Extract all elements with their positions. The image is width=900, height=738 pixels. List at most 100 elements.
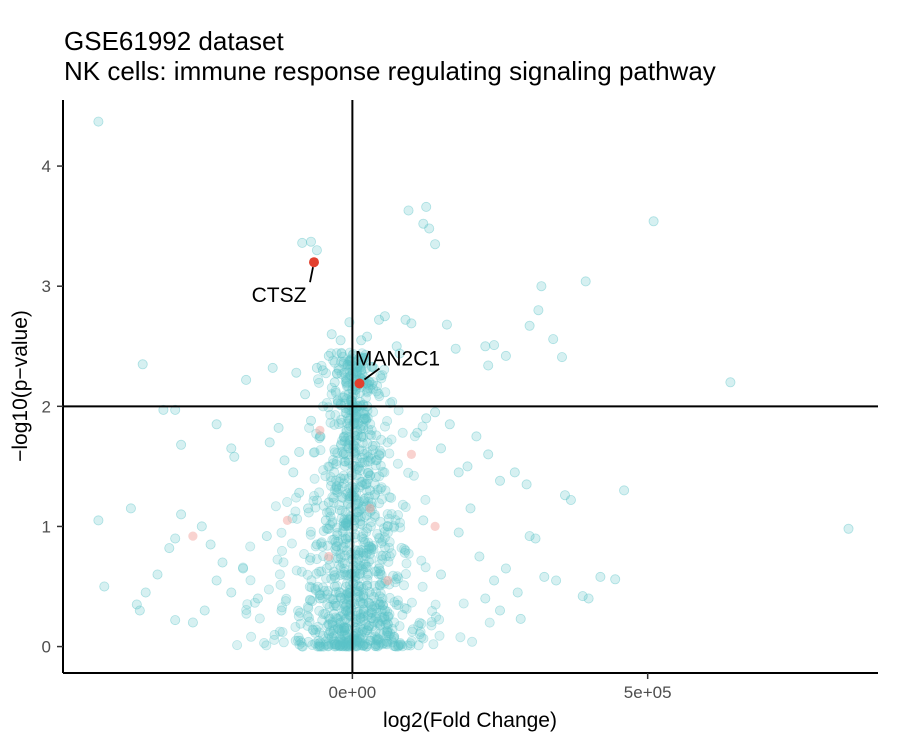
cloud-point <box>370 440 381 451</box>
cloud-point <box>371 611 382 622</box>
cloud-point <box>323 628 334 639</box>
cloud-point <box>359 478 370 489</box>
cloud-point <box>406 636 417 647</box>
cloud-point <box>340 517 351 528</box>
cloud-point <box>354 586 365 597</box>
cloud-point <box>293 611 304 622</box>
cloud-point <box>339 630 350 641</box>
cloud-point <box>318 630 329 641</box>
cloud-point <box>346 467 357 478</box>
cloud-point <box>415 626 426 637</box>
cloud-point <box>371 386 382 397</box>
cloud-point <box>367 607 378 618</box>
cloud-point <box>317 593 328 604</box>
cloud-point <box>366 604 377 615</box>
cloud-point <box>335 611 346 622</box>
data-point <box>356 431 367 442</box>
cloud-point <box>335 356 346 367</box>
cloud-point <box>354 581 365 592</box>
cloud-point <box>340 376 351 387</box>
cloud-point <box>340 431 351 442</box>
cloud-point <box>339 630 350 641</box>
data-point <box>294 446 305 457</box>
cloud-point <box>374 579 385 590</box>
cloud-point <box>309 473 320 484</box>
cloud-point <box>358 358 369 369</box>
cloud-point <box>340 521 351 532</box>
cloud-point <box>292 513 303 524</box>
cloud-point <box>327 618 338 629</box>
cloud-point <box>360 413 371 424</box>
cloud-point <box>328 493 339 504</box>
data-point <box>326 329 337 340</box>
cloud-point <box>374 391 385 402</box>
cloud-point <box>361 413 372 424</box>
cloud-point <box>291 565 302 576</box>
cloud-point <box>304 616 315 627</box>
cloud-point <box>321 563 332 574</box>
cloud-point <box>338 478 349 489</box>
cloud-point <box>343 639 354 650</box>
data-point <box>548 334 559 345</box>
cloud-point <box>331 613 342 624</box>
cloud-point <box>366 430 377 441</box>
cloud-point <box>328 625 339 636</box>
cloud-point <box>361 415 372 426</box>
cloud-point <box>354 496 365 507</box>
cloud-point <box>353 606 364 617</box>
cloud-point <box>341 589 352 600</box>
cloud-point <box>316 537 327 548</box>
cloud-point <box>362 387 373 398</box>
cloud-point <box>339 390 350 401</box>
cloud-point <box>324 593 335 604</box>
cloud-point <box>374 591 385 602</box>
highlight-point <box>309 257 319 268</box>
cloud-point <box>278 637 289 648</box>
data-point <box>565 494 576 505</box>
cloud-point <box>382 415 393 426</box>
cloud-point <box>334 639 345 650</box>
cloud-point <box>366 632 377 643</box>
cloud-point <box>387 637 398 648</box>
cloud-point <box>332 581 343 592</box>
cloud-point <box>335 592 346 603</box>
cloud-point <box>312 374 323 385</box>
cloud-point <box>369 511 380 522</box>
data-point <box>430 407 441 418</box>
cloud-point <box>370 631 381 642</box>
cloud-point <box>405 638 416 649</box>
cloud-point <box>363 623 374 634</box>
cloud-point <box>339 609 350 620</box>
data-point <box>125 503 136 514</box>
cloud-point <box>340 507 351 518</box>
cloud-point <box>357 547 368 558</box>
cloud-point <box>361 641 372 652</box>
cloud-point <box>359 457 370 468</box>
cloud-point <box>331 600 342 611</box>
cloud-point <box>335 587 346 598</box>
cloud-point <box>383 611 394 622</box>
cloud-point <box>338 520 349 531</box>
cloud-point <box>368 383 379 394</box>
cloud-point <box>397 609 408 620</box>
data-point <box>359 353 370 364</box>
cloud-point <box>346 488 357 499</box>
y-ticks: 0 1 2 3 4 <box>42 157 63 657</box>
data-point <box>557 352 568 363</box>
cloud-point <box>338 608 349 619</box>
cloud-point <box>377 536 388 547</box>
cloud-point <box>374 450 385 461</box>
cloud-point <box>338 569 349 580</box>
cloud-point <box>345 511 356 522</box>
cloud-point <box>355 362 366 373</box>
cloud-point <box>362 474 373 485</box>
cloud-point <box>363 491 374 502</box>
data-point <box>483 360 494 371</box>
cloud-point <box>430 599 441 610</box>
cloud-point <box>364 541 375 552</box>
cloud-point <box>269 629 280 640</box>
cloud-point <box>331 482 342 493</box>
cloud-point <box>326 389 337 400</box>
faint-highlight-point <box>365 503 375 513</box>
data-point <box>137 359 148 370</box>
